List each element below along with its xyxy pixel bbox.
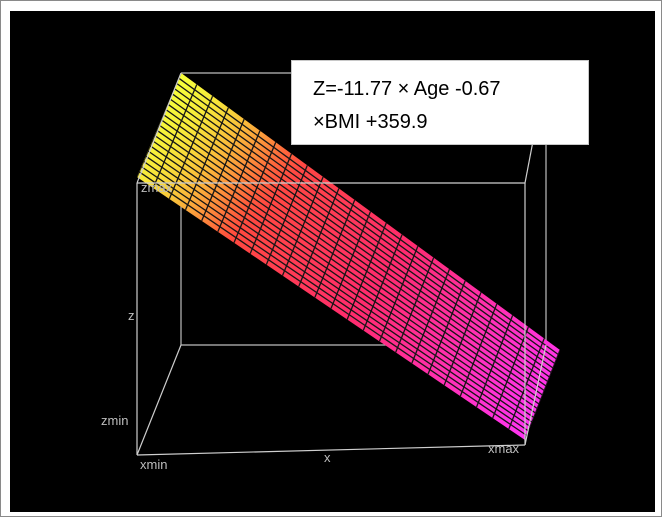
surface-mesh-line bbox=[163, 114, 547, 387]
equation-line-1: Z=-11.77 × Age -0.67 bbox=[313, 78, 501, 100]
zmax-label: zmax bbox=[141, 180, 173, 195]
x-axis-label: x bbox=[324, 450, 331, 465]
surface-mesh-line bbox=[176, 82, 557, 360]
surface-mesh-line bbox=[152, 140, 538, 410]
surface-mesh-line bbox=[149, 145, 536, 414]
regression-surface bbox=[137, 73, 560, 440]
surface-mesh-line bbox=[178, 77, 559, 356]
surface-mesh-line bbox=[158, 124, 543, 396]
surface-mesh-line bbox=[169, 98, 552, 374]
surface-mesh-line bbox=[156, 129, 542, 401]
xmax-label: xmax bbox=[488, 441, 520, 456]
surface-mesh-line bbox=[165, 108, 549, 383]
bounding-box-front bbox=[136, 72, 547, 456]
surface-mesh-line bbox=[141, 166, 529, 432]
surface-mesh-line bbox=[174, 88, 556, 365]
surface-mesh-line bbox=[147, 150, 535, 419]
surface-mesh-line bbox=[167, 103, 550, 378]
z-axis-label: z bbox=[128, 308, 135, 323]
surface-mesh-line bbox=[143, 160, 531, 428]
zmin-label: zmin bbox=[101, 413, 128, 428]
surface-mesh-line bbox=[160, 119, 545, 392]
surface-mesh-line bbox=[171, 93, 554, 369]
surface-mesh-line bbox=[138, 171, 528, 437]
equation-line-2: ×BMI +359.9 bbox=[313, 111, 428, 133]
equation-box: Z=-11.77 × Age -0.67 ×BMI +359.9 bbox=[291, 60, 589, 145]
xmin-label: xmin bbox=[140, 457, 167, 472]
surface-mesh-line bbox=[145, 155, 533, 423]
surface-mesh-line bbox=[154, 134, 540, 405]
